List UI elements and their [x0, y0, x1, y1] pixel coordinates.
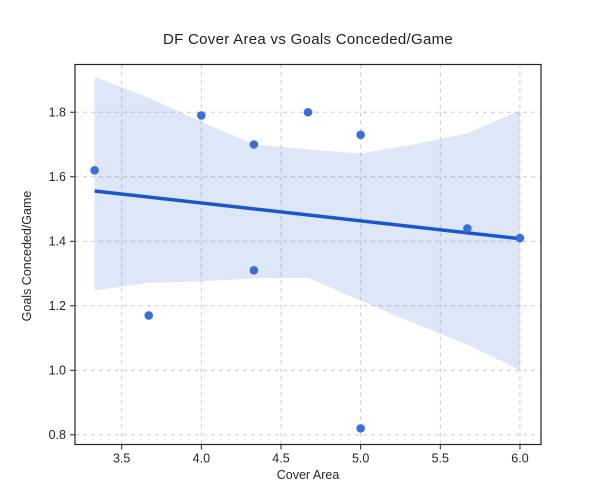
- x-tick-label: 5.0: [352, 452, 369, 466]
- data-point: [463, 224, 472, 233]
- plot-border: [74, 63, 542, 446]
- x-axis-label: Cover Area: [276, 468, 340, 482]
- confidence-band: [94, 76, 520, 371]
- data-point: [144, 311, 154, 320]
- data-point: [249, 140, 259, 149]
- x-tick-label: 4.0: [193, 452, 210, 466]
- y-tick-label: 1.8: [49, 105, 66, 119]
- data-point: [249, 266, 259, 275]
- y-tick-label: 1.4: [49, 234, 66, 248]
- y-tick-label: 0.8: [49, 428, 66, 442]
- regression-line: [94, 189, 521, 241]
- data-point: [303, 107, 313, 117]
- data-point: [515, 233, 525, 243]
- x-tick-label: 3.5: [113, 452, 130, 466]
- x-tick-label: 5.5: [432, 452, 449, 466]
- data-point: [197, 111, 206, 120]
- y-tick-label: 1.0: [49, 364, 66, 378]
- y-axis-label-text: Goals Conceded/Game: [20, 190, 34, 322]
- x-tick-label: 4.5: [272, 452, 289, 466]
- data-point: [356, 424, 365, 433]
- y-tick-label: 1.2: [49, 299, 66, 313]
- data-point: [90, 166, 99, 175]
- x-tick-label: 6.0: [511, 452, 528, 466]
- chart-title: DF Cover Area vs Goals Conceded/Game: [162, 31, 454, 48]
- data-point: [356, 130, 365, 140]
- y-tick-label: 1.6: [49, 170, 66, 184]
